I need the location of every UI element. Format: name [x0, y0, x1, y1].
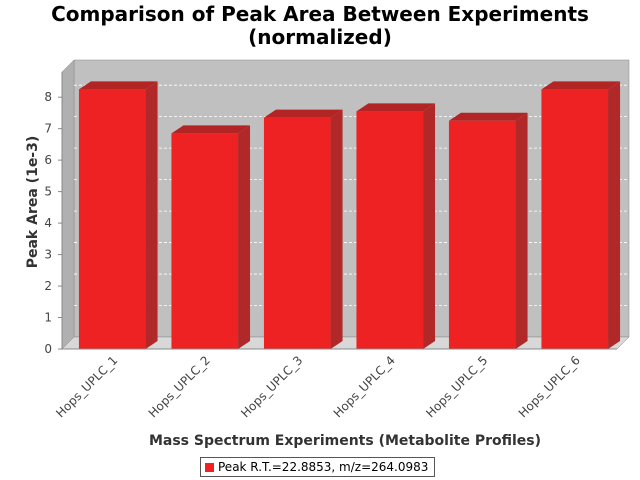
x-tick-labels: Hops_UPLC_1 Hops_UPLC_2 Hops_UPLC_3 Hops_UP… — [53, 353, 583, 420]
bar-top — [78, 81, 158, 90]
plot-left-wall — [61, 59, 75, 350]
y-tick-label: 5 — [44, 185, 52, 199]
axes — [61, 72, 617, 350]
bar — [448, 112, 528, 350]
x-tick-label: Hops_UPLC_5 — [423, 353, 490, 420]
bar-side — [608, 81, 621, 349]
bar-side — [330, 109, 343, 349]
y-tick-label: 8 — [44, 90, 52, 104]
bar-side — [515, 112, 528, 350]
grid-lines — [74, 84, 629, 306]
legend-swatch — [205, 462, 214, 472]
y-axis-label: Peak Area (1e-3) — [25, 136, 41, 269]
y-tick-label: 7 — [44, 122, 52, 136]
x-tick-label: Hops_UPLC_6 — [516, 353, 583, 420]
chart-title: Comparison of Peak Area Between Experime… — [51, 2, 589, 26]
bar-side — [238, 125, 251, 350]
legend: Peak R.T.=22.8853, m/z=264.0983 — [200, 457, 436, 477]
bar-top — [263, 109, 343, 118]
bar — [263, 109, 343, 349]
y-tick-label: 0 — [44, 342, 52, 356]
y-tick-label: 4 — [44, 216, 52, 230]
y-tick-label: 3 — [44, 248, 52, 262]
bar-front — [78, 89, 146, 349]
bar-side — [423, 103, 436, 349]
bar-front — [356, 111, 424, 349]
bar — [541, 81, 621, 349]
bar-top — [171, 125, 251, 134]
bar-front — [263, 117, 331, 349]
x-tick-label: Hops_UPLC_3 — [238, 353, 305, 420]
x-tick-label: Hops_UPLC_1 — [53, 353, 120, 420]
bar-front — [448, 120, 516, 350]
chart-subtitle: (normalized) — [248, 25, 392, 49]
y-tick-label: 2 — [44, 279, 52, 293]
y-tick-label: 1 — [44, 311, 52, 325]
bar — [171, 125, 251, 350]
x-axis-label: Mass Spectrum Experiments (Metabolite Pr… — [149, 433, 541, 449]
y-tick-labels: 0 1 2 3 4 5 6 7 8 — [44, 90, 62, 356]
x-tick-label: Hops_UPLC_4 — [331, 353, 398, 420]
bar-front — [541, 89, 609, 349]
legend-label: Peak R.T.=22.8853, m/z=264.0983 — [218, 460, 429, 474]
bar — [78, 81, 158, 349]
bars — [78, 81, 621, 350]
bar-front — [171, 133, 239, 349]
bar-top — [448, 112, 528, 121]
bar-top — [356, 103, 436, 112]
x-tick-label: Hops_UPLC_2 — [146, 353, 213, 420]
y-tick-label: 6 — [44, 153, 52, 167]
bar-top — [541, 81, 621, 90]
bar-side — [145, 81, 158, 349]
bar — [356, 103, 436, 349]
